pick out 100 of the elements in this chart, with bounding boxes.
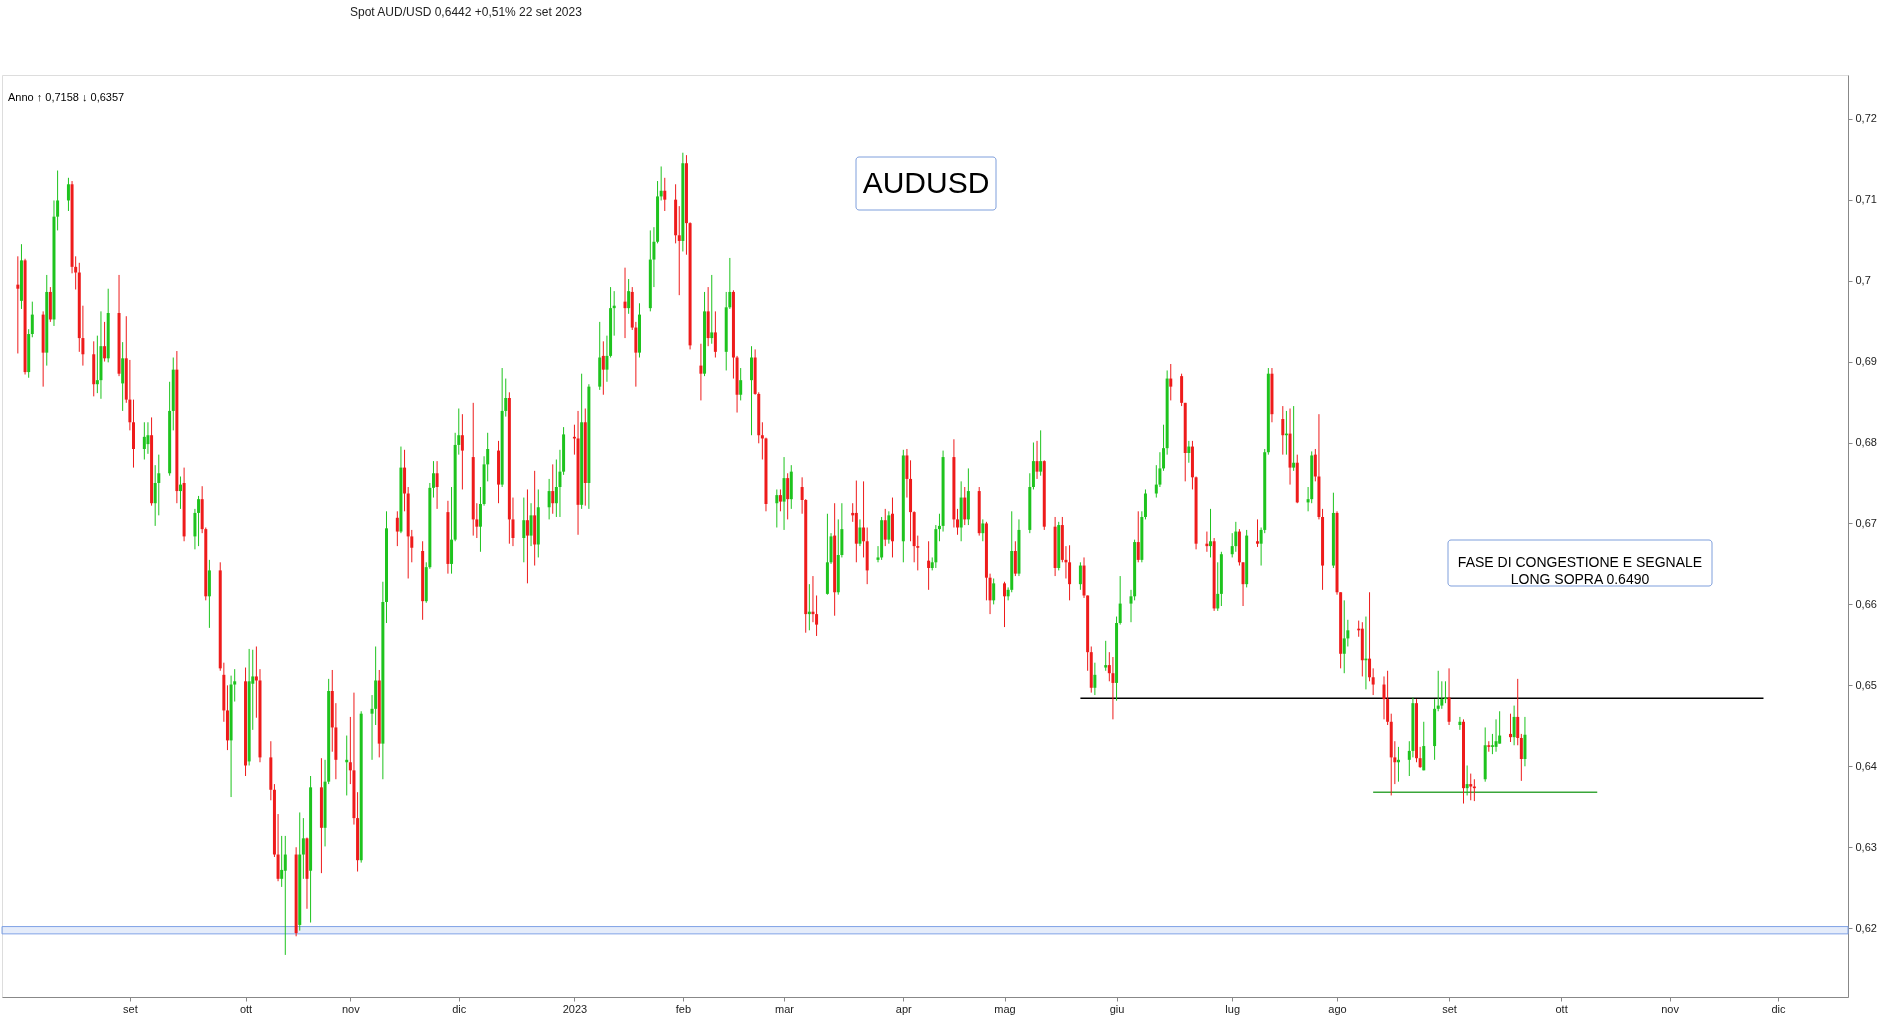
candlestick (283, 835, 287, 956)
candlestick (280, 835, 284, 888)
candlestick (16, 255, 20, 354)
x-tick-label: set (123, 1002, 138, 1015)
y-tick-label: 0,62 (1855, 921, 1877, 934)
candlestick (1465, 764, 1469, 796)
annotation: Anno ↑ 0,7158 ↓ 0,6357 (8, 91, 125, 103)
text: AUDUSD (862, 166, 990, 199)
candlestick (30, 301, 34, 338)
candlestick (981, 518, 985, 542)
candlestick (1209, 508, 1213, 558)
candlestick (992, 578, 996, 605)
candlestick (1509, 713, 1512, 743)
candlestick (301, 817, 305, 880)
candlestick (1494, 718, 1498, 753)
candlestick (1386, 670, 1390, 726)
candlestick (197, 495, 201, 547)
candlestick (66, 177, 70, 212)
y-tick-label: 0,71 (1855, 193, 1877, 206)
y-tick-label: 0,65 (1855, 678, 1877, 691)
candlestick (142, 421, 146, 460)
x-tick-label: mar (775, 1002, 795, 1015)
candlestick (522, 497, 526, 563)
candlestick (1241, 561, 1245, 607)
chart-subtitle: Spot AUD/USD 0,6442 +0,51% 22 set 2023 (350, 5, 583, 19)
candlestick (1519, 733, 1523, 782)
candlestick (739, 367, 743, 401)
candlestick (551, 463, 555, 515)
candlestick (1013, 540, 1017, 577)
candlestick (1187, 440, 1191, 464)
candlestick (601, 340, 605, 396)
candlestick (1342, 599, 1346, 674)
candlestick (713, 310, 717, 359)
candlestick (1035, 440, 1039, 480)
y-tick-label: 0,63 (1855, 840, 1877, 853)
candlestick (1281, 405, 1285, 456)
candlestick (1136, 510, 1140, 563)
candlestick (460, 413, 464, 490)
candlestick (1169, 363, 1173, 401)
candlestick (858, 518, 862, 547)
candlestick (1436, 670, 1440, 712)
x-tick-label: apr (895, 1002, 913, 1015)
y-tick-label: 0,7 (1855, 274, 1871, 287)
candlestick (786, 472, 790, 520)
candlestick (178, 476, 182, 510)
candlestick (1469, 773, 1473, 801)
x-tick-label: 2023 (562, 1002, 588, 1015)
candlestick (782, 456, 786, 531)
candlestick (663, 177, 667, 212)
annotation: FASE DI CONGESTIONE E SEGNALE LONG SOPRA 0.6490 (1457, 554, 1703, 587)
candlestick (1003, 581, 1007, 628)
candlestick (395, 510, 399, 547)
x-tick-label: feb (675, 1002, 691, 1015)
candlestick (1093, 662, 1097, 696)
candlestick (1118, 575, 1122, 626)
candlestick (547, 478, 551, 520)
candlestick (623, 267, 627, 339)
x-tick-label: dic (452, 1002, 467, 1015)
candlestick (775, 488, 779, 528)
x-tick-label: ott (239, 1002, 253, 1015)
candlestick (627, 278, 631, 315)
y-tick-label: 0,68 (1855, 436, 1877, 448)
y-tick-label: 0,72 (1855, 112, 1877, 125)
candlestick (1104, 640, 1108, 672)
candlestick (1458, 716, 1462, 731)
candlestick (1368, 591, 1372, 682)
candlestick (1371, 667, 1375, 696)
candlestick (883, 508, 887, 547)
candlestick (1078, 561, 1082, 591)
x-tick-label: nov (341, 1002, 361, 1015)
candlestick (710, 274, 714, 345)
x-tick-label: ago (1328, 1002, 1347, 1015)
x-tick-label: ott (1555, 1002, 1568, 1015)
candlestick (525, 488, 529, 584)
candlestick (1111, 656, 1115, 720)
candlestick (1292, 405, 1296, 472)
candlestick (963, 486, 967, 526)
candlestick (1234, 521, 1238, 553)
x-tick-label: nov (1661, 1002, 1680, 1015)
candlestick (435, 460, 439, 510)
candlestick (1516, 678, 1520, 746)
candlestick (862, 480, 866, 558)
candlestick (778, 488, 782, 512)
candlestick (529, 502, 533, 547)
candlestick (677, 205, 681, 296)
x-tick-label: set (1442, 1002, 1457, 1015)
y-tick-label: 0,67 (1855, 516, 1877, 529)
candlestick (1039, 429, 1043, 477)
candlestick (103, 321, 107, 363)
candlestick (1512, 705, 1516, 746)
y-tick-label: 0,69 (1855, 355, 1877, 368)
candlestick (1068, 544, 1072, 601)
y-tick-label: 0,64 (1855, 759, 1877, 772)
x-tick-label: giu (1109, 1002, 1125, 1015)
candlestick (1216, 561, 1220, 612)
candlestick (1256, 518, 1259, 548)
x-tick-label: dic (1771, 1002, 1786, 1015)
candlestick (699, 343, 703, 401)
y-tick-label: 0,66 (1855, 597, 1877, 610)
x-tick-label: mag (994, 1002, 1016, 1015)
